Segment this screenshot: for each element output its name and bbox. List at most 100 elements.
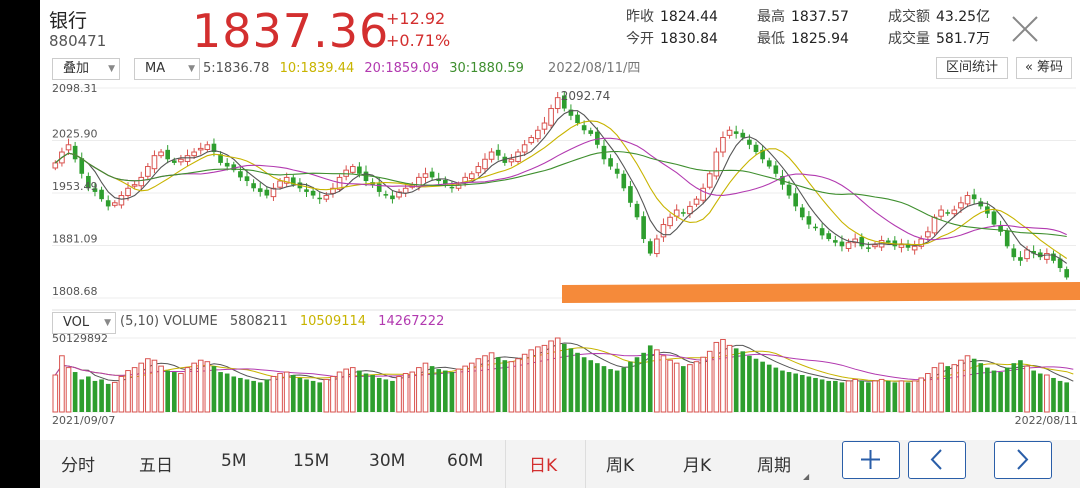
candle-body (178, 158, 184, 163)
x-start-label: 2021/09/07 (52, 414, 115, 427)
period-tab-15m[interactable]: 15M (293, 451, 330, 471)
period-tab-daily[interactable]: 日K (529, 456, 558, 476)
change-percent: +0.71% (386, 31, 451, 50)
ma-line (54, 150, 1067, 238)
candle-body (760, 149, 765, 160)
volume-bar (839, 382, 845, 412)
volume-ma10: 10509114 (299, 314, 367, 329)
candle-body (244, 176, 250, 182)
period-tab-monthly[interactable]: 月K (683, 456, 712, 476)
period-tab-30m[interactable]: 30M (369, 451, 406, 471)
indicator-dropdown[interactable]: MA ▼ (134, 58, 200, 80)
volume-bar (601, 366, 607, 412)
candle-body (667, 216, 673, 227)
volume-bar (449, 372, 455, 412)
volume-bar (1018, 360, 1023, 412)
candle-body (819, 228, 825, 236)
volume-bar (363, 373, 369, 412)
period-tab-5day[interactable]: 五日 (139, 456, 173, 476)
period-tab-intraday[interactable]: 分时 (61, 456, 95, 476)
overlay-label: 叠加 (63, 61, 90, 76)
candle-body (548, 108, 554, 126)
volume-bar (131, 367, 138, 413)
volume-bar (614, 370, 620, 412)
volume-bar (964, 355, 971, 413)
volume-bar (317, 382, 323, 412)
volume-bar (747, 355, 752, 412)
candle-body (224, 162, 230, 167)
volume-bar (138, 362, 145, 413)
cycle-dropdown-icon: ◢ (803, 472, 810, 481)
volume-bar (65, 367, 72, 413)
volume-bar (786, 372, 792, 412)
candle-body (634, 203, 640, 218)
candle-body (998, 225, 1003, 232)
volume-bar (462, 365, 468, 413)
candle-body (945, 212, 951, 214)
candle-body (402, 187, 409, 194)
volume-bar (548, 340, 554, 413)
candle-body (111, 202, 118, 206)
chip-distribution-button[interactable]: « 筹码 (1016, 57, 1072, 79)
candle-body (680, 212, 686, 214)
overlay-dropdown[interactable]: 叠加 ▼ (52, 58, 120, 80)
candle-body (323, 195, 330, 200)
volume-bar (608, 369, 613, 412)
candle-body (806, 216, 812, 225)
period-tab-60m[interactable]: 60M (447, 451, 484, 471)
candle-body (488, 151, 495, 160)
candle-body (554, 97, 561, 110)
period-tab-cycle[interactable]: 周期 (757, 456, 791, 476)
interval-stats-button[interactable]: 区间统计 (936, 57, 1008, 79)
scroll-right-button[interactable] (994, 441, 1052, 479)
volume-bar (468, 362, 475, 413)
candle-body (898, 244, 905, 248)
volume-bar (693, 361, 700, 413)
volume-bar (971, 358, 977, 412)
volume-bar (554, 337, 561, 413)
support-line-annotation (562, 282, 1080, 303)
volume-bar (251, 380, 256, 412)
candle-body (475, 166, 482, 174)
volume-bar (595, 363, 600, 412)
candle-body (872, 244, 878, 248)
kline-chart[interactable]: 2098.31 2025.90 1953.49 1881.09 1808.68 2092.… (40, 78, 1080, 440)
candle-body (918, 238, 925, 247)
volume-bar (1004, 367, 1010, 412)
volume-bar (938, 362, 944, 413)
candle-body (581, 125, 587, 131)
candle-body (1024, 249, 1030, 260)
close-icon[interactable] (1008, 12, 1042, 46)
volume-bar (277, 373, 283, 413)
volume-bar (330, 375, 336, 413)
ma10-value: 10:1839.44 (279, 61, 355, 76)
scroll-left-button[interactable] (908, 441, 966, 479)
candle-body (204, 144, 211, 150)
candle-body (1031, 251, 1036, 254)
volume-bar (1031, 370, 1036, 412)
candle-body (99, 189, 104, 200)
volume-bar (654, 349, 660, 413)
change-value: +12.92 (386, 9, 446, 28)
y-tick-label: 1808.68 (52, 285, 98, 298)
candle-body (422, 173, 429, 178)
zoom-in-button[interactable] (842, 441, 900, 479)
y-tick-label: 2025.90 (52, 128, 98, 141)
volume-indicator-dropdown[interactable]: VOL ▼ (52, 312, 116, 334)
period-tab-weekly[interactable]: 周K (606, 456, 635, 476)
volume-bar (541, 344, 548, 413)
candle-body (713, 151, 720, 177)
volume-bar (634, 357, 640, 412)
plus-icon (861, 450, 880, 469)
period-tab-5m[interactable]: 5M (221, 451, 247, 471)
volume-bar (793, 373, 798, 412)
candle-body (304, 189, 309, 192)
volume-bar (402, 373, 409, 413)
volume-bar (145, 358, 151, 413)
volume-bar (502, 360, 508, 412)
stock-code: 880471 (49, 32, 107, 50)
volume-bar (660, 355, 667, 413)
candle-body (693, 198, 700, 205)
candle-body (171, 160, 177, 163)
candle-body (1044, 253, 1050, 260)
